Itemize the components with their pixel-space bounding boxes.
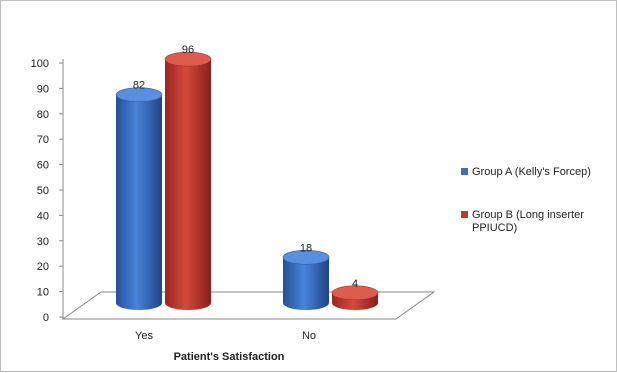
y-tick-label: 40 <box>37 210 49 222</box>
bar-group-a-yes <box>115 87 163 310</box>
bar-group-b-no <box>331 285 379 310</box>
chart-floor <box>61 291 436 320</box>
y-tick-label: 50 <box>37 185 49 197</box>
bar-top <box>115 87 163 103</box>
y-axis-ticks: 0 10 20 30 40 50 60 70 80 90 100 <box>31 58 63 324</box>
bars-group: 82 18 96 4 <box>115 44 379 310</box>
y-tick-label: 20 <box>37 261 49 273</box>
bar-top <box>164 51 212 67</box>
bar-body <box>116 94 162 310</box>
category-label-yes: Yes <box>135 330 153 342</box>
y-tick-label: 30 <box>37 236 49 248</box>
bar-group-b-yes <box>164 51 212 310</box>
legend-label-group-a: Group A (Kelly's Forcep) <box>472 166 591 178</box>
data-label: 4 <box>352 278 358 290</box>
y-tick-label: 90 <box>37 83 49 95</box>
legend-label-group-b-line1: Group B (Long inserter <box>472 209 584 221</box>
x-axis-title: Patient's Satisfaction <box>174 351 285 363</box>
bar-body <box>165 59 211 310</box>
y-tick-label: 80 <box>37 109 49 121</box>
y-tick-label: 70 <box>37 134 49 146</box>
bar-top <box>331 285 379 301</box>
data-label: 18 <box>300 242 312 254</box>
legend-swatch-group-b <box>461 211 468 218</box>
category-labels: Yes No <box>135 330 316 342</box>
legend-swatch-group-a <box>461 168 468 175</box>
bar-top <box>282 249 330 265</box>
data-label: 82 <box>133 80 145 92</box>
y-tick-label: 100 <box>31 58 49 70</box>
legend: Group A (Kelly's Forcep) Group B (Long i… <box>461 166 591 234</box>
y-tick-label: 10 <box>37 287 49 299</box>
bar-body <box>283 257 329 310</box>
y-tick-label: 60 <box>37 160 49 172</box>
y-tick-label: 0 <box>43 312 49 324</box>
legend-label-group-b-line2: PPIUCD) <box>472 222 517 234</box>
data-label: 96 <box>182 44 194 56</box>
category-label-no: No <box>302 330 316 342</box>
bar-group-a-no <box>282 249 330 310</box>
